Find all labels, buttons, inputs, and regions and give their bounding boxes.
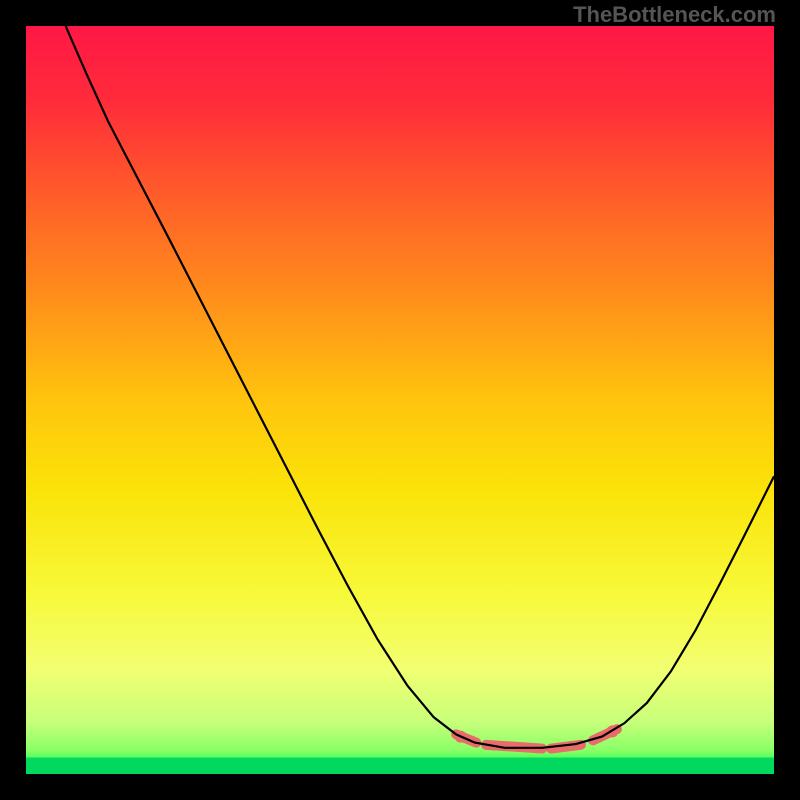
bottom-green-bar [26, 758, 774, 774]
bottleneck-chart: TheBottleneck.com [0, 0, 800, 800]
watermark-text: TheBottleneck.com [573, 2, 776, 28]
chart-svg [26, 26, 774, 774]
plot-area [26, 26, 774, 774]
gradient-background [26, 26, 774, 774]
